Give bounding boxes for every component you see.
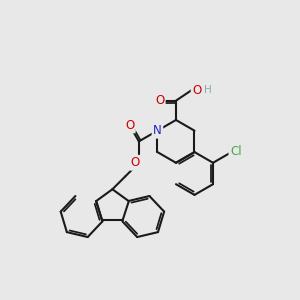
Text: O: O: [155, 94, 164, 107]
Text: O: O: [192, 84, 201, 97]
Text: O: O: [125, 119, 134, 132]
Text: H: H: [204, 85, 212, 95]
Text: Cl: Cl: [230, 145, 242, 158]
Text: O: O: [131, 156, 140, 169]
Text: N: N: [153, 124, 162, 137]
